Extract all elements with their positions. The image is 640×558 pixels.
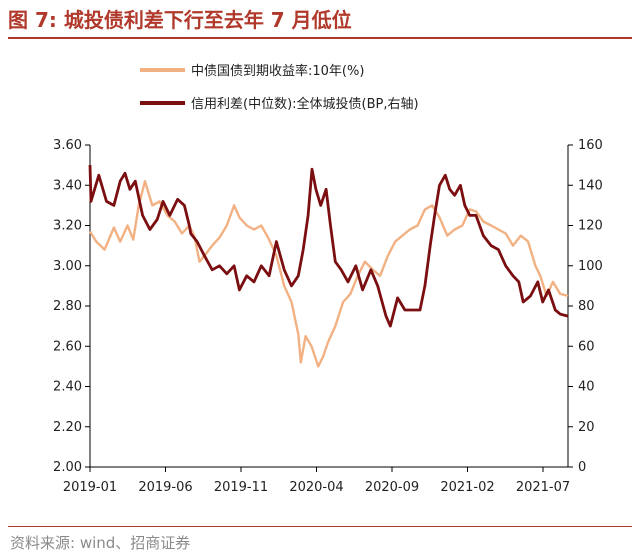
legend-spread-label: 信用利差(中位数):全体城投债(BP,右轴) [191,96,419,112]
x-tick-label: 2019-01 [63,480,117,495]
spread-series-line [88,165,569,328]
source-note: 资料来源: wind、招商证券 [10,534,191,552]
left-tick-label: 2.20 [53,420,82,435]
right-tick-label: 60 [578,339,595,354]
left-tick-label: 2.80 [53,299,82,314]
right-tick-label: 20 [578,420,595,435]
left-tick-label: 3.20 [53,219,82,234]
figure-title: 图 7: 城投债利差下行至去年 7 月低位 [8,8,352,32]
yield-series-line [88,179,569,368]
right-tick-label: 120 [578,219,603,234]
source-divider [8,526,632,527]
title-underline [8,37,632,39]
left-tick-label: 3.00 [53,259,82,274]
x-tick-label: 2021-07 [516,480,570,495]
left-tick-label: 3.40 [53,178,82,193]
x-tick-label: 2021-02 [440,480,494,495]
legend-yield-label: 中债国债到期收益率:10年(%) [191,63,364,79]
x-tick-label: 2019-11 [214,480,268,495]
left-tick-label: 2.40 [53,380,82,395]
left-tick-label: 2.60 [53,339,82,354]
right-tick-label: 40 [578,380,595,395]
x-tick-label: 2019-06 [138,480,192,495]
right-tick-label: 100 [578,259,603,274]
right-tick-label: 140 [578,178,603,193]
line-chart: 2.00 2.20 2.40 2.60 2.80 3.00 3.20 3.40 3.60 0 20 4… [53,63,603,495]
left-tick-label: 3.60 [53,138,82,153]
left-tick-label: 2.00 [53,460,82,475]
right-tick-label: 160 [578,138,603,153]
right-tick-label: 0 [578,460,586,475]
x-tick-label: 2020-09 [365,480,419,495]
right-tick-label: 80 [578,299,595,314]
x-tick-label: 2020-04 [289,480,343,495]
